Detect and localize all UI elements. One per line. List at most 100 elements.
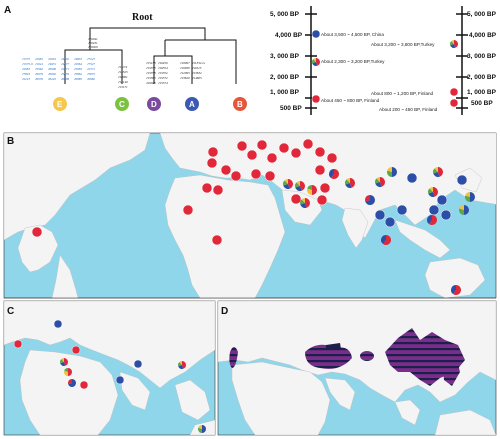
- clade-c-circle: [115, 97, 129, 111]
- map-pie-27: [328, 168, 339, 179]
- panel-c-pie-2: [71, 345, 81, 355]
- tl-tick-1000: 1, 000 BP: [270, 89, 300, 96]
- panel-c-pie-8: [133, 359, 143, 369]
- map-pie-9: [246, 149, 258, 161]
- phylogenetic-tree: [64, 27, 237, 84]
- haplotype-label: J13171: [118, 85, 128, 89]
- map-pie-32: [406, 172, 418, 184]
- map-pie-31: [386, 167, 397, 177]
- panel-c-pie-9: [178, 361, 187, 369]
- haplotype-label: J6076: [35, 77, 43, 81]
- haplotype-label: J5063: [74, 67, 82, 71]
- region-central-asia: [360, 351, 374, 361]
- panel-label-d: D: [221, 306, 228, 317]
- map-pie-10: [256, 139, 268, 151]
- haplotype-label: J20028: [146, 81, 156, 85]
- tl-pie-china: [311, 29, 321, 39]
- clade-c-label: C: [119, 100, 125, 109]
- map-pie-18: [230, 170, 242, 182]
- haplotype-label: J15353: [146, 66, 156, 70]
- map-pie-46: [465, 192, 475, 202]
- haplotype-label: J15352: [158, 71, 168, 75]
- map-pie-8: [236, 140, 248, 152]
- map-pie-12: [278, 142, 290, 154]
- map-pie-44: [440, 209, 452, 221]
- haplotype-label: J1575-9: [22, 62, 33, 66]
- haplotype-label: J15372: [158, 76, 168, 80]
- haplotype-label: J5962: [35, 67, 43, 71]
- map-pie-34: [456, 174, 468, 186]
- tl-tick-5000: 5, 000 BP: [270, 11, 300, 18]
- panel-c-pie-3: [60, 357, 69, 366]
- map-pie-5: [201, 182, 213, 194]
- haplotype-label: J10901: [118, 75, 128, 79]
- map-pie-36: [374, 209, 386, 221]
- map-pie-3: [207, 146, 219, 158]
- panel-c-pie-7: [115, 375, 125, 385]
- haplotype-label: J2081: [35, 57, 43, 61]
- map-pie-4: [206, 157, 218, 169]
- map-pie-43: [426, 215, 438, 225]
- tr-event-finland-1: About 800 ~ 1,200 BP, Finland: [371, 91, 434, 96]
- haplotype-label: J1575: [22, 57, 30, 61]
- root-label: Root: [132, 12, 153, 23]
- tl-event-turkey: About 2,300 ~ 3,200 BP,Turkey: [321, 59, 385, 64]
- tr-tick-500: 500 BP: [471, 100, 493, 107]
- tr-pie-finland-2: [449, 98, 459, 108]
- tl-pie-turkey: [312, 58, 320, 66]
- haplotype-label: J15374: [158, 81, 168, 85]
- map-pie-42: [428, 204, 440, 216]
- panel-c-pie-0: [13, 339, 23, 349]
- timeline-pies: [311, 29, 459, 108]
- haplotype-label: J6245: [48, 77, 56, 81]
- haplotype-label: J2213: [22, 77, 30, 81]
- haplotype-label: J15138: [146, 61, 156, 65]
- tl-pie-finland: [311, 94, 321, 104]
- map-pie-11: [266, 152, 278, 164]
- tl-tick-3000: 3, 000 BP: [270, 53, 300, 60]
- tl-tick-500: 500 BP: [280, 105, 302, 112]
- clade-b-circle: [233, 97, 247, 111]
- world-map-pies: [31, 138, 475, 295]
- tl-tick-2000: 2, 000 BP: [270, 74, 300, 81]
- clade-circles: E C D A B: [53, 97, 247, 111]
- root-haplo-2: J16431: [88, 41, 98, 45]
- haplotype-label: J5859: [61, 72, 69, 76]
- tr-tick-2000: 2, 000 BP: [467, 74, 497, 81]
- clade-a-circle: [185, 97, 199, 111]
- map-pie-15: [314, 146, 326, 158]
- haplotype-label: J13629: [180, 76, 190, 80]
- map-pie-21: [283, 179, 294, 189]
- map-pie-47: [451, 285, 462, 295]
- haplotype-label: J11174: [118, 65, 128, 69]
- haplotype-label: J2071: [61, 67, 69, 71]
- region-anatolia-caucasus: [305, 344, 352, 369]
- clade-d-circle: [147, 97, 161, 111]
- haplotype-label: J5875: [87, 72, 95, 76]
- haplotype-label: J6092: [48, 72, 56, 76]
- haplotype-label: J5862: [74, 72, 82, 76]
- haplotype-label: J2371: [87, 67, 95, 71]
- haplotype-label: J13149: [118, 80, 128, 84]
- timeline-left: 5, 000 BP 4,000 BP 3, 000 BP 2, 000 BP 1…: [270, 6, 385, 115]
- tr-tick-3000: 3, 000 BP: [467, 53, 497, 60]
- map-pie-24: [319, 182, 331, 194]
- tr-tick-1000: 1, 000 BP: [467, 89, 497, 96]
- tl-tick-4000: 4,000 BP: [275, 32, 303, 39]
- map-pie-30: [375, 177, 385, 187]
- clade-a-label: A: [189, 100, 195, 109]
- haplotype-label: J4877: [61, 62, 69, 66]
- tr-event-turkey: About 3,200 ~ 3,800 BP,Turkey: [371, 42, 435, 47]
- map-pie-13: [290, 147, 302, 159]
- panel-c-pie-4: [64, 368, 72, 376]
- clade-b-label: B: [237, 100, 243, 109]
- tr-pie-turkey: [450, 40, 458, 48]
- clade-d-label: D: [151, 100, 157, 109]
- tr-event-finland-2: About 200 ~ 450 BP, Finland: [379, 107, 438, 112]
- haplotype-label: J13632: [192, 71, 202, 75]
- region-caspian-bar: [326, 343, 341, 350]
- haplotype-label: J15365: [146, 76, 156, 80]
- map-pie-19: [250, 168, 262, 180]
- tl-event-finland: About 450 ~ 800 BP, Finland: [321, 98, 380, 103]
